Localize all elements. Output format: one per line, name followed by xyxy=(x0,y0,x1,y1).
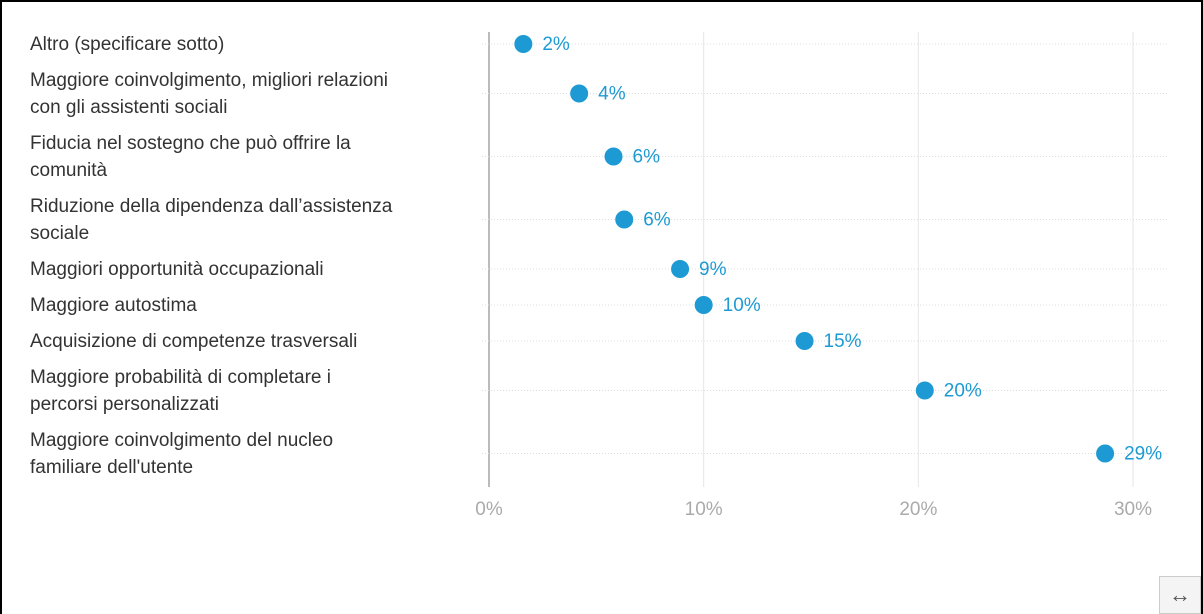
dot xyxy=(795,332,814,350)
x-tick-label: 30% xyxy=(1114,499,1152,520)
value-label: 6% xyxy=(643,210,671,231)
dot xyxy=(915,381,934,400)
dot xyxy=(1096,444,1115,463)
dot xyxy=(671,260,690,278)
x-tick-label: 0% xyxy=(475,499,503,520)
expand-button[interactable]: ↔ xyxy=(1159,576,1201,614)
dot xyxy=(604,147,623,166)
x-tick-label: 20% xyxy=(899,499,937,520)
dot xyxy=(570,84,589,103)
dot xyxy=(615,210,634,229)
dot xyxy=(694,296,713,314)
value-label: 4% xyxy=(598,84,626,105)
value-label: 9% xyxy=(699,259,727,280)
category-label: Maggiori opportunità occupazionali xyxy=(30,258,324,280)
category-label: Maggiore probabilità di completare i per… xyxy=(30,366,331,415)
category-label: Maggiore coinvolgimento del nucleo famil… xyxy=(30,429,334,478)
value-label: 15% xyxy=(824,331,862,352)
category-label: Fiducia nel sostegno che può offrire la … xyxy=(30,132,351,181)
category-label: Riduzione della dipendenza dall’assisten… xyxy=(30,195,393,244)
category-label: Maggiore coinvolgimento, migliori relazi… xyxy=(30,69,388,118)
label-column: Altro (specificare sotto) Maggiore coinvo… xyxy=(30,26,480,485)
value-label: 10% xyxy=(723,295,761,316)
category-label: Maggiore autostima xyxy=(30,294,197,316)
x-tick-label: 10% xyxy=(685,499,723,520)
dot xyxy=(514,35,533,53)
value-label: 6% xyxy=(633,147,661,168)
value-label: 29% xyxy=(1124,444,1162,465)
category-label: Acquisizione di competenze trasversali xyxy=(30,330,358,352)
value-label: 20% xyxy=(944,381,982,402)
category-label: Altro (specificare sotto) xyxy=(30,33,225,55)
value-label: 2% xyxy=(542,34,570,55)
